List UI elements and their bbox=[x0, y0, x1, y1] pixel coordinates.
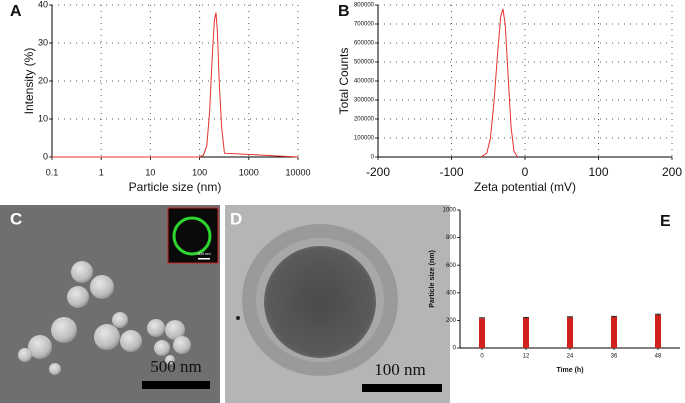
x-axis-label: Time (h) bbox=[556, 367, 583, 374]
y-tick-label: 0 bbox=[43, 151, 48, 161]
scale-label: 100 nm bbox=[374, 360, 425, 379]
panel-label: C bbox=[10, 209, 22, 228]
panel-label: A bbox=[10, 3, 22, 20]
error-bar bbox=[655, 313, 661, 316]
x-tick-label: 0 bbox=[522, 165, 529, 179]
error-bar bbox=[479, 317, 485, 319]
x-tick-label: 200 bbox=[662, 165, 682, 179]
x-tick-label: 24 bbox=[567, 354, 574, 360]
y-tick-label: 800 bbox=[446, 235, 457, 241]
y-axis-label: Particle size (nm) bbox=[429, 250, 436, 308]
bar bbox=[479, 318, 485, 348]
error-bar bbox=[611, 315, 617, 318]
bar bbox=[523, 317, 529, 348]
x-tick-label: 48 bbox=[655, 354, 662, 360]
y-tick-label: 400000 bbox=[354, 79, 375, 85]
x-tick-label: 10000 bbox=[285, 167, 310, 177]
y-tick-label: 0 bbox=[453, 346, 457, 352]
bar bbox=[655, 314, 661, 348]
x-tick-label: -200 bbox=[366, 165, 390, 179]
y-tick-label: 200 bbox=[446, 318, 457, 324]
x-tick-label: -100 bbox=[439, 165, 463, 179]
panel-label: D bbox=[230, 209, 242, 228]
x-tick-label: 12 bbox=[523, 354, 530, 360]
x-tick-label: 1 bbox=[99, 167, 104, 177]
sem-image: 500 nm 500 nm C bbox=[0, 205, 220, 403]
x-tick-label: 1000 bbox=[239, 167, 259, 177]
y-tick-label: 600000 bbox=[354, 41, 375, 47]
inset-scale-label: 500 nm bbox=[197, 251, 211, 256]
y-tick-label: 10 bbox=[38, 113, 48, 123]
scale-label: 500 nm bbox=[150, 357, 201, 376]
x-axis-label: Particle size (nm) bbox=[129, 180, 222, 194]
x-tick-label: 100 bbox=[192, 167, 207, 177]
y-tick-label: 500000 bbox=[354, 60, 375, 66]
y-tick-label: 200000 bbox=[354, 117, 375, 123]
y-tick-label: 40 bbox=[38, 0, 48, 9]
data-line bbox=[52, 12, 299, 158]
y-tick-label: 600 bbox=[446, 263, 457, 269]
y-axis-label: Total Counts bbox=[337, 48, 351, 115]
x-tick-label: 10 bbox=[145, 167, 155, 177]
y-tick-label: 30 bbox=[38, 37, 48, 47]
x-tick-label: 0 bbox=[480, 354, 484, 360]
panel-label: E bbox=[660, 213, 671, 230]
x-tick-label: 36 bbox=[611, 354, 618, 360]
x-tick-label: 100 bbox=[588, 165, 608, 179]
y-tick-label: 300000 bbox=[354, 98, 375, 104]
error-bar bbox=[523, 316, 529, 319]
y-axis-label: Intensity (%) bbox=[22, 48, 36, 115]
x-axis-label: Zeta potential (mV) bbox=[474, 180, 576, 194]
bar bbox=[567, 317, 573, 348]
y-tick-label: 400 bbox=[446, 290, 457, 296]
y-tick-label: 0 bbox=[371, 155, 375, 161]
y-tick-label: 20 bbox=[38, 75, 48, 85]
tem-image: 100 nm D bbox=[225, 205, 450, 403]
panel-label: B bbox=[338, 3, 350, 20]
data-line bbox=[480, 8, 519, 158]
y-tick-label: 100000 bbox=[354, 136, 375, 142]
bar bbox=[611, 316, 617, 348]
y-tick-label: 1000 bbox=[443, 208, 457, 214]
y-tick-label: 800000 bbox=[354, 3, 375, 9]
y-tick-label: 700000 bbox=[354, 22, 375, 28]
error-bar bbox=[567, 316, 573, 318]
x-tick-label: 0.1 bbox=[46, 167, 59, 177]
